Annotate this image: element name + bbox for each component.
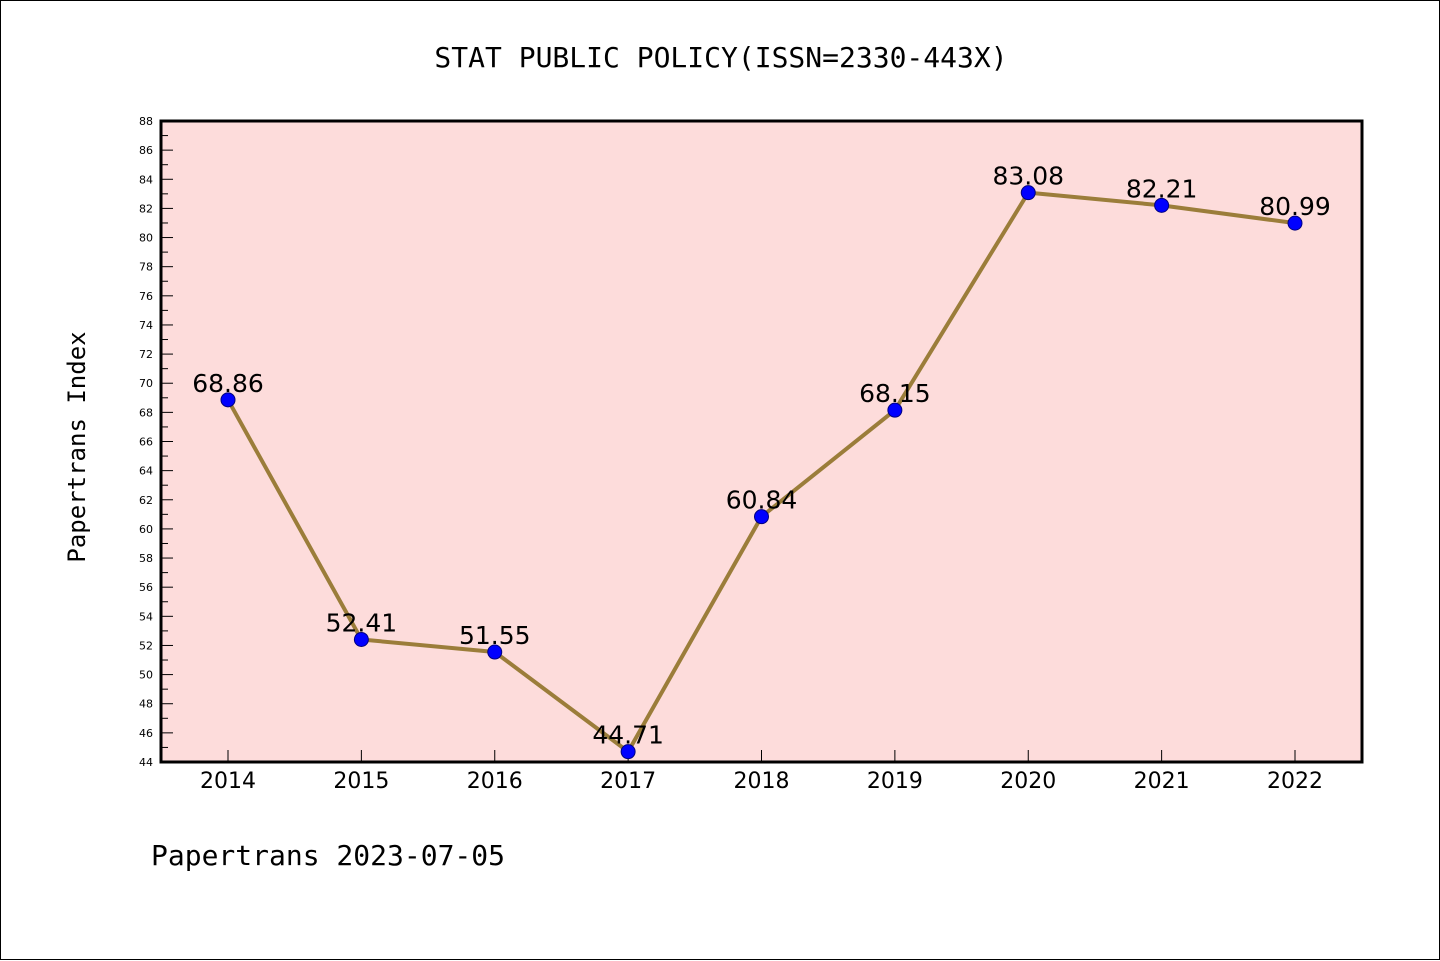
data-label: 51.55: [459, 621, 531, 650]
footer-credit: Papertrans 2023-07-05: [151, 839, 505, 872]
y-tick-label: 62: [139, 494, 153, 507]
plot-border: [159, 119, 1364, 764]
y-tick-label: 54: [139, 610, 153, 623]
y-tick-label: 70: [139, 377, 153, 390]
x-tick-label: 2021: [1134, 769, 1190, 794]
y-tick-label: 80: [139, 232, 153, 245]
x-tick-label: 2016: [467, 769, 523, 794]
x-tick-label: 2014: [200, 769, 256, 794]
data-point: [754, 509, 769, 525]
x-tick-label: 2015: [333, 769, 389, 794]
y-tick-label: 84: [139, 173, 153, 186]
y-tick-label: 60: [139, 523, 153, 536]
data-label: 82.21: [1126, 174, 1198, 203]
y-tick-label: 74: [139, 319, 153, 332]
data-point: [353, 631, 369, 647]
y-tick-label: 86: [139, 144, 153, 157]
chart-title: STAT PUBLIC POLICY(ISSN=2330-443X): [434, 41, 1007, 74]
data-point: [220, 392, 236, 408]
y-tick-label: 44: [139, 756, 153, 769]
data-label: 83.08: [992, 162, 1064, 191]
y-tick-label: 78: [139, 261, 153, 274]
data-label: 68.86: [192, 369, 264, 398]
x-tick-label: 2018: [734, 769, 790, 794]
y-tick-label: 46: [139, 727, 153, 740]
data-point: [1287, 215, 1303, 231]
y-tick-label: 52: [139, 639, 153, 652]
data-label: 52.41: [326, 608, 398, 637]
y-tick-label: 64: [139, 465, 153, 478]
series-layer: 68.86 52.41 51.55 44.71 60.84 68.15 83.08 82.21…: [192, 162, 1331, 760]
data-point: [1020, 185, 1036, 201]
y-tick-label: 68: [139, 406, 153, 419]
x-tick-label: 2020: [1000, 769, 1056, 794]
x-tick-label: 2019: [867, 769, 923, 794]
y-tick-label: 72: [139, 348, 153, 361]
data-label: 80.99: [1259, 192, 1331, 221]
y-tick-label: 48: [139, 698, 153, 711]
axis-ticks: 44 46 48 50 52 54 56 58 60 62 64 66 68 70 72 74 76 78 80 82…: [139, 115, 1323, 794]
plot-area: [161, 121, 1362, 762]
y-tick-label: 76: [139, 290, 153, 303]
y-tick-label: 88: [139, 115, 153, 128]
y-axis-label: Papertrans Index: [63, 331, 91, 562]
x-tick-label: 2017: [600, 769, 656, 794]
y-tick-label: 56: [139, 581, 153, 594]
data-point: [620, 744, 636, 760]
data-label: 68.15: [859, 379, 931, 408]
x-tick-label: 2022: [1267, 769, 1323, 794]
data-point: [887, 402, 903, 418]
data-label: 44.71: [592, 721, 664, 750]
y-tick-label: 82: [139, 202, 153, 215]
y-tick-label: 58: [139, 552, 153, 565]
data-point: [1154, 197, 1170, 213]
y-tick-label: 50: [139, 669, 153, 682]
y-tick-label: 66: [139, 436, 153, 449]
data-point: [487, 644, 503, 660]
data-label: 60.84: [726, 486, 798, 515]
